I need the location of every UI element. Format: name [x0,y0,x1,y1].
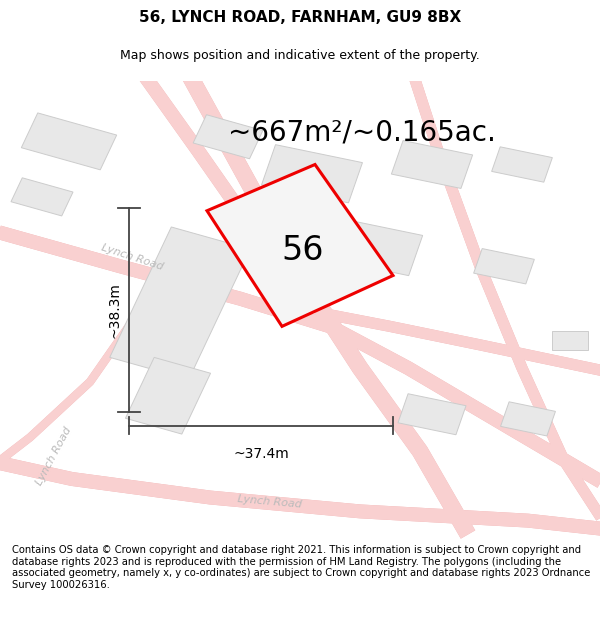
Text: ~667m²/~0.165ac.: ~667m²/~0.165ac. [228,118,496,146]
Polygon shape [11,177,73,216]
Polygon shape [22,113,116,170]
Polygon shape [552,331,588,349]
Polygon shape [125,357,211,434]
Text: Map shows position and indicative extent of the property.: Map shows position and indicative extent… [120,49,480,62]
Polygon shape [262,144,362,203]
Text: Lynch Road: Lynch Road [238,494,302,510]
Text: ~37.4m: ~37.4m [233,447,289,461]
Polygon shape [207,164,393,326]
Polygon shape [500,402,556,436]
Polygon shape [491,147,553,182]
Polygon shape [391,141,473,188]
Polygon shape [334,220,422,276]
Text: Lynch Road: Lynch Road [100,242,164,272]
Text: ~38.3m: ~38.3m [107,282,121,338]
Text: Lynch Road: Lynch Road [34,425,74,487]
Polygon shape [110,227,250,379]
Text: Contains OS data © Crown copyright and database right 2021. This information is : Contains OS data © Crown copyright and d… [12,545,590,590]
Polygon shape [193,115,263,159]
Text: 56: 56 [282,234,324,266]
Polygon shape [473,249,535,284]
Text: Lynch Road: Lynch Road [251,209,295,268]
Polygon shape [398,394,466,435]
Text: 56, LYNCH ROAD, FARNHAM, GU9 8BX: 56, LYNCH ROAD, FARNHAM, GU9 8BX [139,11,461,26]
